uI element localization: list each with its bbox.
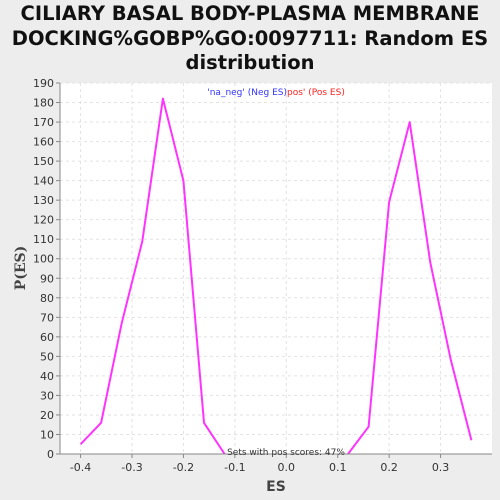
y-tick-label: 120 — [33, 214, 54, 227]
y-tick-label: 50 — [40, 350, 54, 363]
x-tick-label: -0.2 — [173, 461, 194, 474]
y-tick-label: 90 — [40, 272, 54, 285]
annotation-pos-scores: Sets with pos scores: 47% — [227, 448, 345, 458]
y-tick-label: 10 — [40, 428, 54, 441]
x-tick-label: -0.4 — [70, 461, 91, 474]
series-lines — [79, 97, 473, 455]
y-tick-label: 80 — [40, 292, 54, 305]
series-line-2 — [347, 121, 473, 455]
y-tick-label: 180 — [33, 97, 54, 110]
y-tick-label: 140 — [33, 175, 54, 188]
y-tick-label: 130 — [33, 194, 54, 207]
x-tick-label: 0.0 — [278, 461, 296, 474]
x-tick-label: -0.1 — [224, 461, 245, 474]
y-tick-label: 190 — [33, 77, 54, 90]
y-tick-label: 150 — [33, 155, 54, 168]
title-line-2: DOCKING%GOBP%GO:0097711: Random ES — [11, 26, 489, 50]
axes: 0 10 20 30 40 50 60 70 80 90 100 110 120 130 140 150 160… — [33, 77, 492, 474]
x-tick-label: 0.2 — [380, 461, 398, 474]
x-axis-label: ES — [266, 479, 286, 495]
x-tick-label: -0.3 — [121, 461, 142, 474]
y-tick-label: 40 — [40, 370, 54, 383]
title-line-1: CILIARY BASAL BODY-PLASMA MEMBRANE — [20, 2, 480, 25]
x-tick-label: 0.1 — [329, 461, 347, 474]
y-tick-label: 160 — [33, 136, 54, 149]
y-tick-label: 100 — [33, 253, 54, 266]
y-tick-label: 20 — [40, 409, 54, 422]
legend-pos-label: pos' (Pos ES) — [287, 88, 345, 98]
title-line-3: distribution — [185, 51, 315, 74]
y-tick-label: 170 — [33, 116, 54, 129]
y-tick-label: 30 — [40, 389, 54, 402]
legend-neg-label: 'na_neg' (Neg ES) — [207, 88, 287, 98]
y-axis-label: P(ES) — [13, 246, 29, 291]
y-tick-label: 60 — [40, 331, 54, 344]
plot-area — [60, 83, 492, 454]
y-tick-label: 0 — [47, 448, 54, 461]
x-tick-label: 0.3 — [432, 461, 450, 474]
y-tick-label: 70 — [40, 311, 54, 324]
chart-title: CILIARY BASAL BODY-PLASMA MEMBRANE DOCKI… — [0, 2, 500, 76]
y-tick-label: 110 — [33, 233, 54, 246]
series-line-1 — [79, 97, 226, 455]
